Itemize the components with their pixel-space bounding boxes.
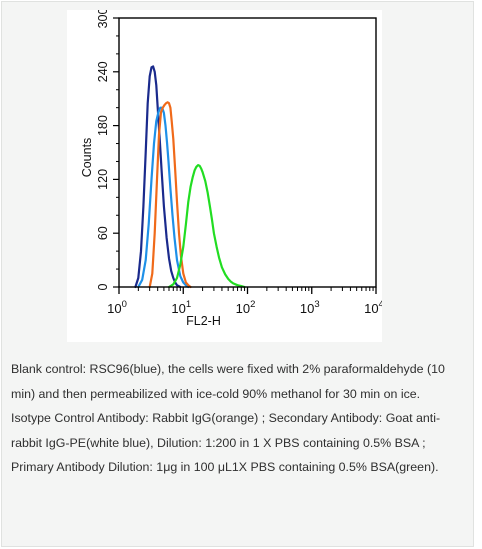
caption-paragraph-antibody-details: Isotype Control Antibody: Rabbit IgG(ora… [11,411,441,474]
flow-cytometry-histogram: 0 60 120 180 240 300 100 101 102 103 104 Counts FL2-… [80,10,382,328]
x-tick-label: 104 [364,299,382,316]
y-tick-label: 180 [96,115,110,136]
histogram-series-4 [167,164,246,289]
plot-area: 0 60 120 180 240 300 100 101 102 103 104 Counts FL2-… [67,10,382,342]
figure-caption: Blank control: RSC96(blue), the cells we… [11,357,466,480]
x-tick-label: 102 [236,299,256,316]
y-tick-label: 120 [96,169,110,190]
caption-paragraph-blank-control: Blank control: RSC96(blue), the cells we… [11,362,445,401]
y-tick-label: 60 [96,226,110,240]
y-tick-label: 240 [96,61,110,82]
y-tick-label: 300 [96,10,110,28]
x-tick-label: 100 [107,299,127,316]
x-axis-title: FL2-H [186,314,221,328]
x-tick-label: 103 [300,299,320,316]
histogram-series-1 [134,65,182,289]
y-tick-label: 0 [96,283,110,290]
y-axis-title: Counts [80,138,94,178]
x-tick-label: 101 [171,299,191,316]
figure-card: 0 60 120 180 240 300 100 101 102 103 104 Counts FL2-… [1,1,474,547]
histogram-series-3 [148,101,192,289]
